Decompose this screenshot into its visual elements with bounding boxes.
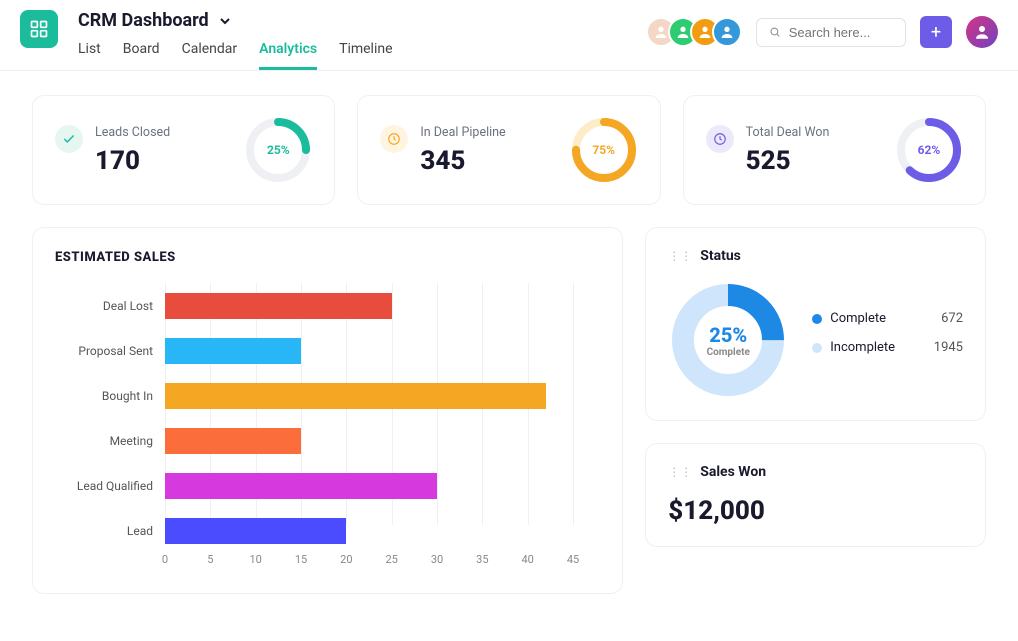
metric-card: Total Deal Won 525 62% [683,95,986,205]
chevron-down-icon [217,13,233,29]
bar-row: Proposal Sent [55,328,600,373]
horizontal-bar-chart: Deal Lost Proposal Sent Bought In Meeting Le… [55,283,600,553]
metric-card: In Deal Pipeline 345 75% [357,95,660,205]
tab-board[interactable]: Board [123,41,160,70]
metric-label: In Deal Pipeline [420,125,505,140]
x-tick: 30 [431,553,443,566]
metric-card: Leads Closed 170 25% [32,95,335,205]
tab-calendar[interactable]: Calendar [182,41,238,70]
status-title: Status [700,248,741,264]
x-tick: 45 [567,553,579,566]
legend-dot [812,314,822,324]
legend-dot [812,343,822,353]
tab-analytics[interactable]: Analytics [259,41,317,70]
collaborator-avatars[interactable] [646,17,742,47]
side-column: ⋮⋮ Status 25%Complete Complete672Incompl… [645,227,986,594]
metric-label: Total Deal Won [746,125,830,140]
bar-row: Meeting [55,418,600,463]
logo [20,10,58,48]
x-tick: 0 [162,553,168,566]
bar [165,293,392,319]
status-donut: 25%Complete [668,280,788,400]
legend-row: Incomplete 1945 [812,340,963,355]
metric-icon [380,125,408,153]
chart-title: ESTIMATED SALES [55,250,600,265]
header: CRM Dashboard List Board Calendar Analytics… [0,0,1018,71]
dashboard-title: CRM Dashboard [78,10,209,31]
metric-label: Leads Closed [95,125,170,140]
x-tick: 40 [522,553,534,566]
header-right: + [646,10,998,48]
metric-icon [706,125,734,153]
bar-row: Lead Qualified [55,463,600,508]
metric-pct: 75% [570,116,638,184]
x-tick: 25 [385,553,397,566]
legend-label: Incomplete [830,340,895,355]
header-left: CRM Dashboard List Board Calendar Analytics… [78,10,393,70]
status-pct: 25% [709,323,747,347]
legend-value: 1945 [934,340,963,355]
bar-label: Meeting [55,434,165,448]
metric-donut: 75% [570,116,638,184]
metric-value: 525 [746,146,830,176]
x-tick: 10 [249,553,261,566]
user-avatar[interactable] [966,16,998,48]
bar-row: Bought In [55,373,600,418]
legend-value: 672 [941,311,963,326]
bar [165,518,346,544]
tab-list[interactable]: List [78,41,101,70]
metric-donut: 62% [895,116,963,184]
legend-row: Complete 672 [812,311,963,326]
bar-label: Lead Qualified [55,479,165,493]
x-tick: 5 [207,553,213,566]
metric-row: Leads Closed 170 25% In Deal Pipeline 345 75%… [32,95,986,205]
metric-value: 345 [420,146,505,176]
bar-label: Lead [55,524,165,538]
status-card: ⋮⋮ Status 25%Complete Complete672Incompl… [645,227,986,421]
bar-row: Deal Lost [55,283,600,328]
bar-label: Bought In [55,389,165,403]
metric-pct: 25% [244,116,312,184]
metric-pct: 62% [895,116,963,184]
x-tick: 35 [476,553,488,566]
main-row: ESTIMATED SALES Deal Lost Proposal Sent Bo… [32,227,986,594]
bar [165,473,437,499]
metric-value: 170 [95,146,170,176]
search-icon [769,25,781,39]
bar [165,338,301,364]
view-tabs: List Board Calendar Analytics Timeline [78,41,393,70]
bar-row: Lead [55,508,600,553]
collaborator-avatar[interactable] [712,17,742,47]
tab-timeline[interactable]: Timeline [339,41,392,70]
drag-icon[interactable]: ⋮⋮ [668,465,692,479]
sales-won-title: Sales Won [700,464,766,480]
status-sub-label: Complete [707,347,750,358]
x-tick: 15 [295,553,307,566]
content: Leads Closed 170 25% In Deal Pipeline 345 75%… [0,71,1018,618]
dashboard-title-dropdown[interactable]: CRM Dashboard [78,10,393,31]
add-button[interactable]: + [920,16,952,48]
plus-icon: + [931,22,941,43]
x-axis: 0 5 10 15 20 25 30 35 40 45 [165,553,600,571]
search-input-wrap[interactable] [756,18,906,47]
bar [165,383,546,409]
bar-label: Proposal Sent [55,344,165,358]
drag-icon[interactable]: ⋮⋮ [668,249,692,263]
status-legend: Complete 672 Incomplete 1945 [812,311,963,369]
estimated-sales-card: ESTIMATED SALES Deal Lost Proposal Sent Bo… [32,227,623,594]
sales-won-card: ⋮⋮ Sales Won $12,000 [645,443,986,547]
legend-label: Complete [830,311,886,326]
sales-won-value: $12,000 [668,496,963,526]
bar-label: Deal Lost [55,299,165,313]
metric-icon [55,125,83,153]
metric-donut: 25% [244,116,312,184]
search-input[interactable] [789,25,893,40]
x-tick: 20 [340,553,352,566]
bar [165,428,301,454]
